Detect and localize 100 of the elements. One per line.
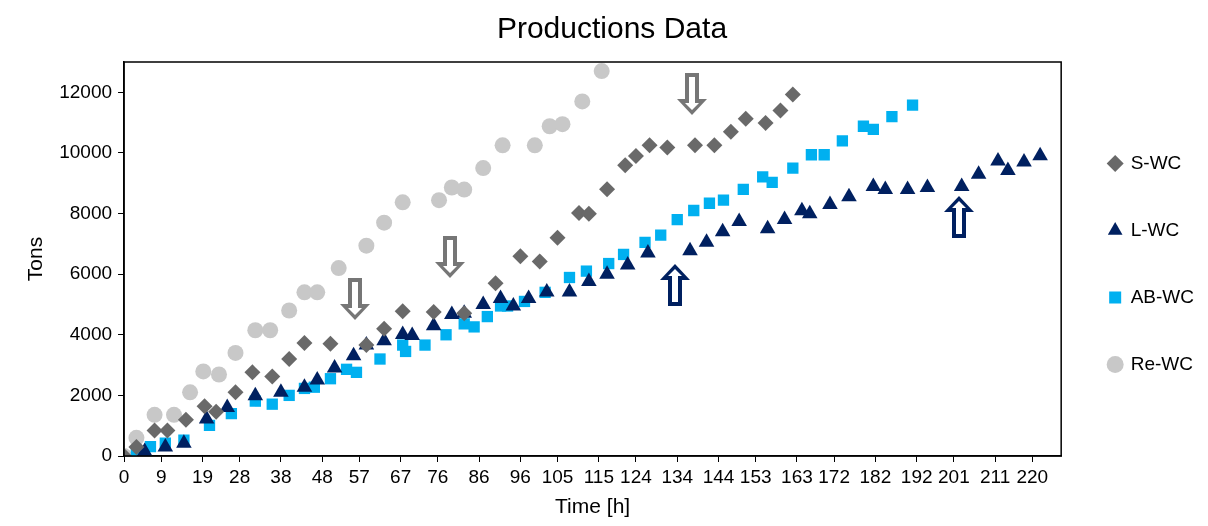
point <box>526 137 543 154</box>
point <box>208 403 225 420</box>
point <box>953 177 970 192</box>
point <box>309 284 326 301</box>
point <box>698 233 715 247</box>
point <box>492 289 509 303</box>
point <box>227 384 244 401</box>
point <box>581 272 597 286</box>
point <box>182 384 199 401</box>
y-tick-label: 2000 <box>69 383 113 405</box>
point <box>475 295 491 309</box>
point <box>737 183 749 195</box>
x-axis-title: Time [h] <box>555 494 631 518</box>
point <box>281 351 298 368</box>
x-tick-label: 220 <box>1016 465 1049 487</box>
x-tick-label: 172 <box>818 465 850 487</box>
x-tick-label: 124 <box>620 465 653 487</box>
point <box>444 305 460 319</box>
point <box>574 93 591 110</box>
point <box>822 195 838 209</box>
point <box>990 152 1006 166</box>
point <box>717 194 730 206</box>
x-tick-label: 67 <box>390 465 412 487</box>
point <box>146 422 163 439</box>
point <box>919 178 936 192</box>
legend-label: S-WC <box>1130 151 1182 173</box>
point <box>456 181 473 198</box>
point <box>505 296 522 311</box>
x-tick-label: 19 <box>191 465 214 487</box>
point <box>195 363 212 380</box>
point <box>671 213 683 226</box>
point <box>345 346 362 361</box>
legend-label: Re-WC <box>1130 352 1193 374</box>
point <box>128 438 145 455</box>
x-tick-label: 96 <box>509 465 531 487</box>
y-tick-label: 6000 <box>69 262 113 284</box>
point <box>731 212 747 226</box>
y-tick-label: 4000 <box>69 323 113 344</box>
point <box>247 386 264 401</box>
point <box>198 410 215 424</box>
x-tick-label: 211 <box>979 465 1011 487</box>
y-tick-label: 8000 <box>69 201 113 223</box>
point <box>593 63 610 80</box>
point <box>264 368 281 385</box>
point <box>865 177 882 192</box>
point <box>350 366 363 379</box>
point <box>619 256 636 270</box>
point <box>549 229 566 246</box>
point <box>322 335 339 352</box>
x-tick-label: 38 <box>270 465 292 487</box>
point <box>177 411 194 428</box>
point <box>296 378 313 392</box>
point <box>784 86 801 103</box>
x-tick-label: 105 <box>541 465 574 487</box>
point <box>468 321 480 333</box>
point <box>659 139 676 156</box>
point <box>580 265 593 277</box>
point <box>538 283 555 297</box>
x-tick-label: 48 <box>311 465 333 487</box>
point <box>273 383 289 397</box>
point <box>801 204 818 219</box>
point <box>210 366 227 383</box>
point <box>165 406 182 423</box>
point <box>787 162 799 174</box>
point <box>1000 161 1016 175</box>
point <box>404 326 420 340</box>
point <box>531 253 548 270</box>
point <box>757 171 769 183</box>
point <box>358 337 375 354</box>
y-tick-label: 10000 <box>59 141 113 163</box>
x-tick-label: 153 <box>739 465 772 487</box>
point <box>219 398 236 413</box>
point <box>475 160 492 177</box>
y-tick-label: 0 <box>101 444 113 466</box>
point <box>358 237 375 254</box>
point <box>836 135 849 147</box>
point <box>599 181 616 198</box>
point <box>1032 146 1048 161</box>
point <box>431 192 448 209</box>
point <box>757 114 774 131</box>
x-tick-label: 76 <box>427 465 449 487</box>
point <box>196 398 213 415</box>
legend-label: L-WC <box>1130 218 1180 240</box>
point <box>262 322 279 339</box>
point <box>376 214 393 231</box>
x-tick-label: 86 <box>468 465 490 487</box>
x-tick-label: 163 <box>781 465 813 487</box>
point <box>394 194 411 211</box>
point <box>425 304 442 321</box>
point <box>146 406 163 423</box>
point <box>399 345 412 358</box>
point <box>309 370 326 385</box>
point <box>776 210 793 225</box>
x-tick-label: 28 <box>229 465 251 487</box>
point <box>394 303 411 320</box>
point <box>481 310 493 323</box>
point <box>266 398 278 410</box>
point <box>805 149 818 161</box>
point <box>682 241 698 256</box>
point <box>247 322 264 339</box>
